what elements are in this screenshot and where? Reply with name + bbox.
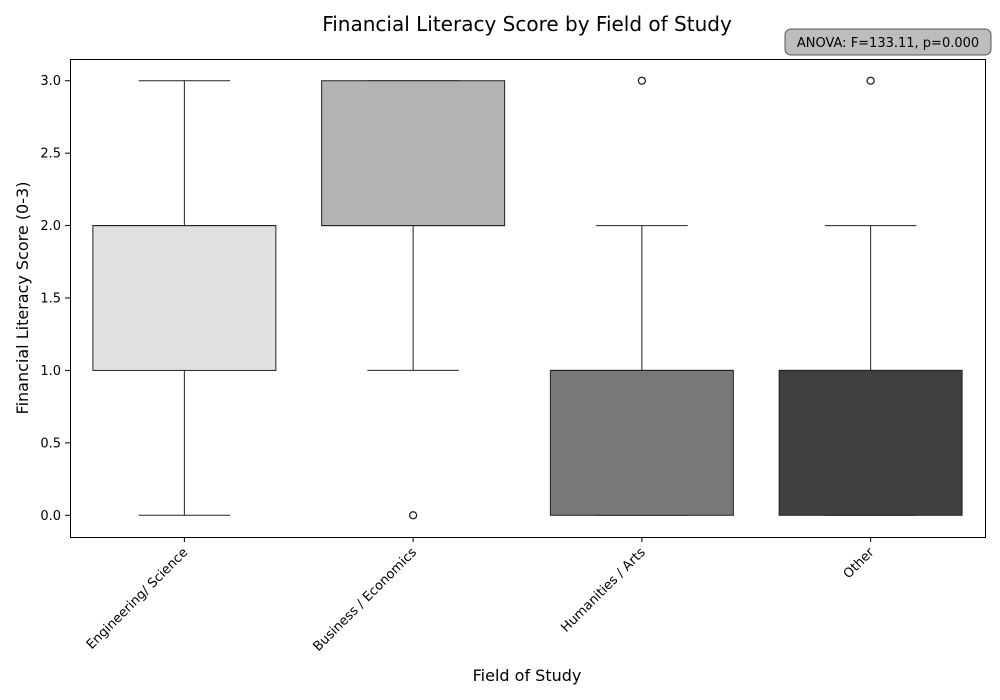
box-3	[549, 76, 734, 516]
outlier-point	[637, 76, 647, 85]
y-tick-label: 2.0	[40, 219, 61, 234]
box-iqr	[321, 80, 506, 227]
x-axis-label: Field of Study	[473, 666, 582, 685]
outlier-point	[866, 76, 875, 85]
box-group	[92, 76, 963, 520]
annotation-box: ANOVA: F=133.11, p=0.000	[784, 28, 992, 56]
y-tick-label: 0.0	[40, 509, 61, 524]
annotation-background	[784, 28, 992, 56]
box-2	[321, 80, 506, 520]
y-axis-ticks: 0.0 0.5 1.0 1.5 2.0 2.5 3.0	[40, 74, 70, 524]
y-axis-label: Financial Literacy Score (0-3)	[13, 182, 32, 415]
y-tick-label: 2.5	[40, 147, 61, 162]
y-tick-label: 3.0	[40, 74, 61, 89]
plot-frame	[70, 59, 986, 538]
x-tick-label: Humanities / Arts	[558, 545, 648, 635]
box-1	[92, 80, 277, 516]
outlier-point	[408, 511, 418, 520]
chart-title: Financial Literacy Score by Field of Stu…	[322, 12, 732, 36]
x-tick-label: Engineering/ Science	[84, 545, 191, 652]
annotation-text: ANOVA: F=133.11, p=0.000	[797, 36, 979, 51]
y-tick-label: 0.5	[40, 436, 61, 451]
box-iqr	[778, 369, 963, 516]
y-tick-label: 1.0	[40, 364, 61, 379]
y-tick-label: 1.5	[40, 292, 61, 307]
x-axis-ticks: Engineering/ Science Business / Economics…	[84, 537, 878, 655]
x-tick-label: Business / Economics	[311, 545, 421, 655]
box-iqr	[92, 225, 277, 371]
box-4	[778, 76, 963, 516]
box-iqr	[549, 369, 734, 516]
x-tick-label: Other	[841, 545, 878, 582]
